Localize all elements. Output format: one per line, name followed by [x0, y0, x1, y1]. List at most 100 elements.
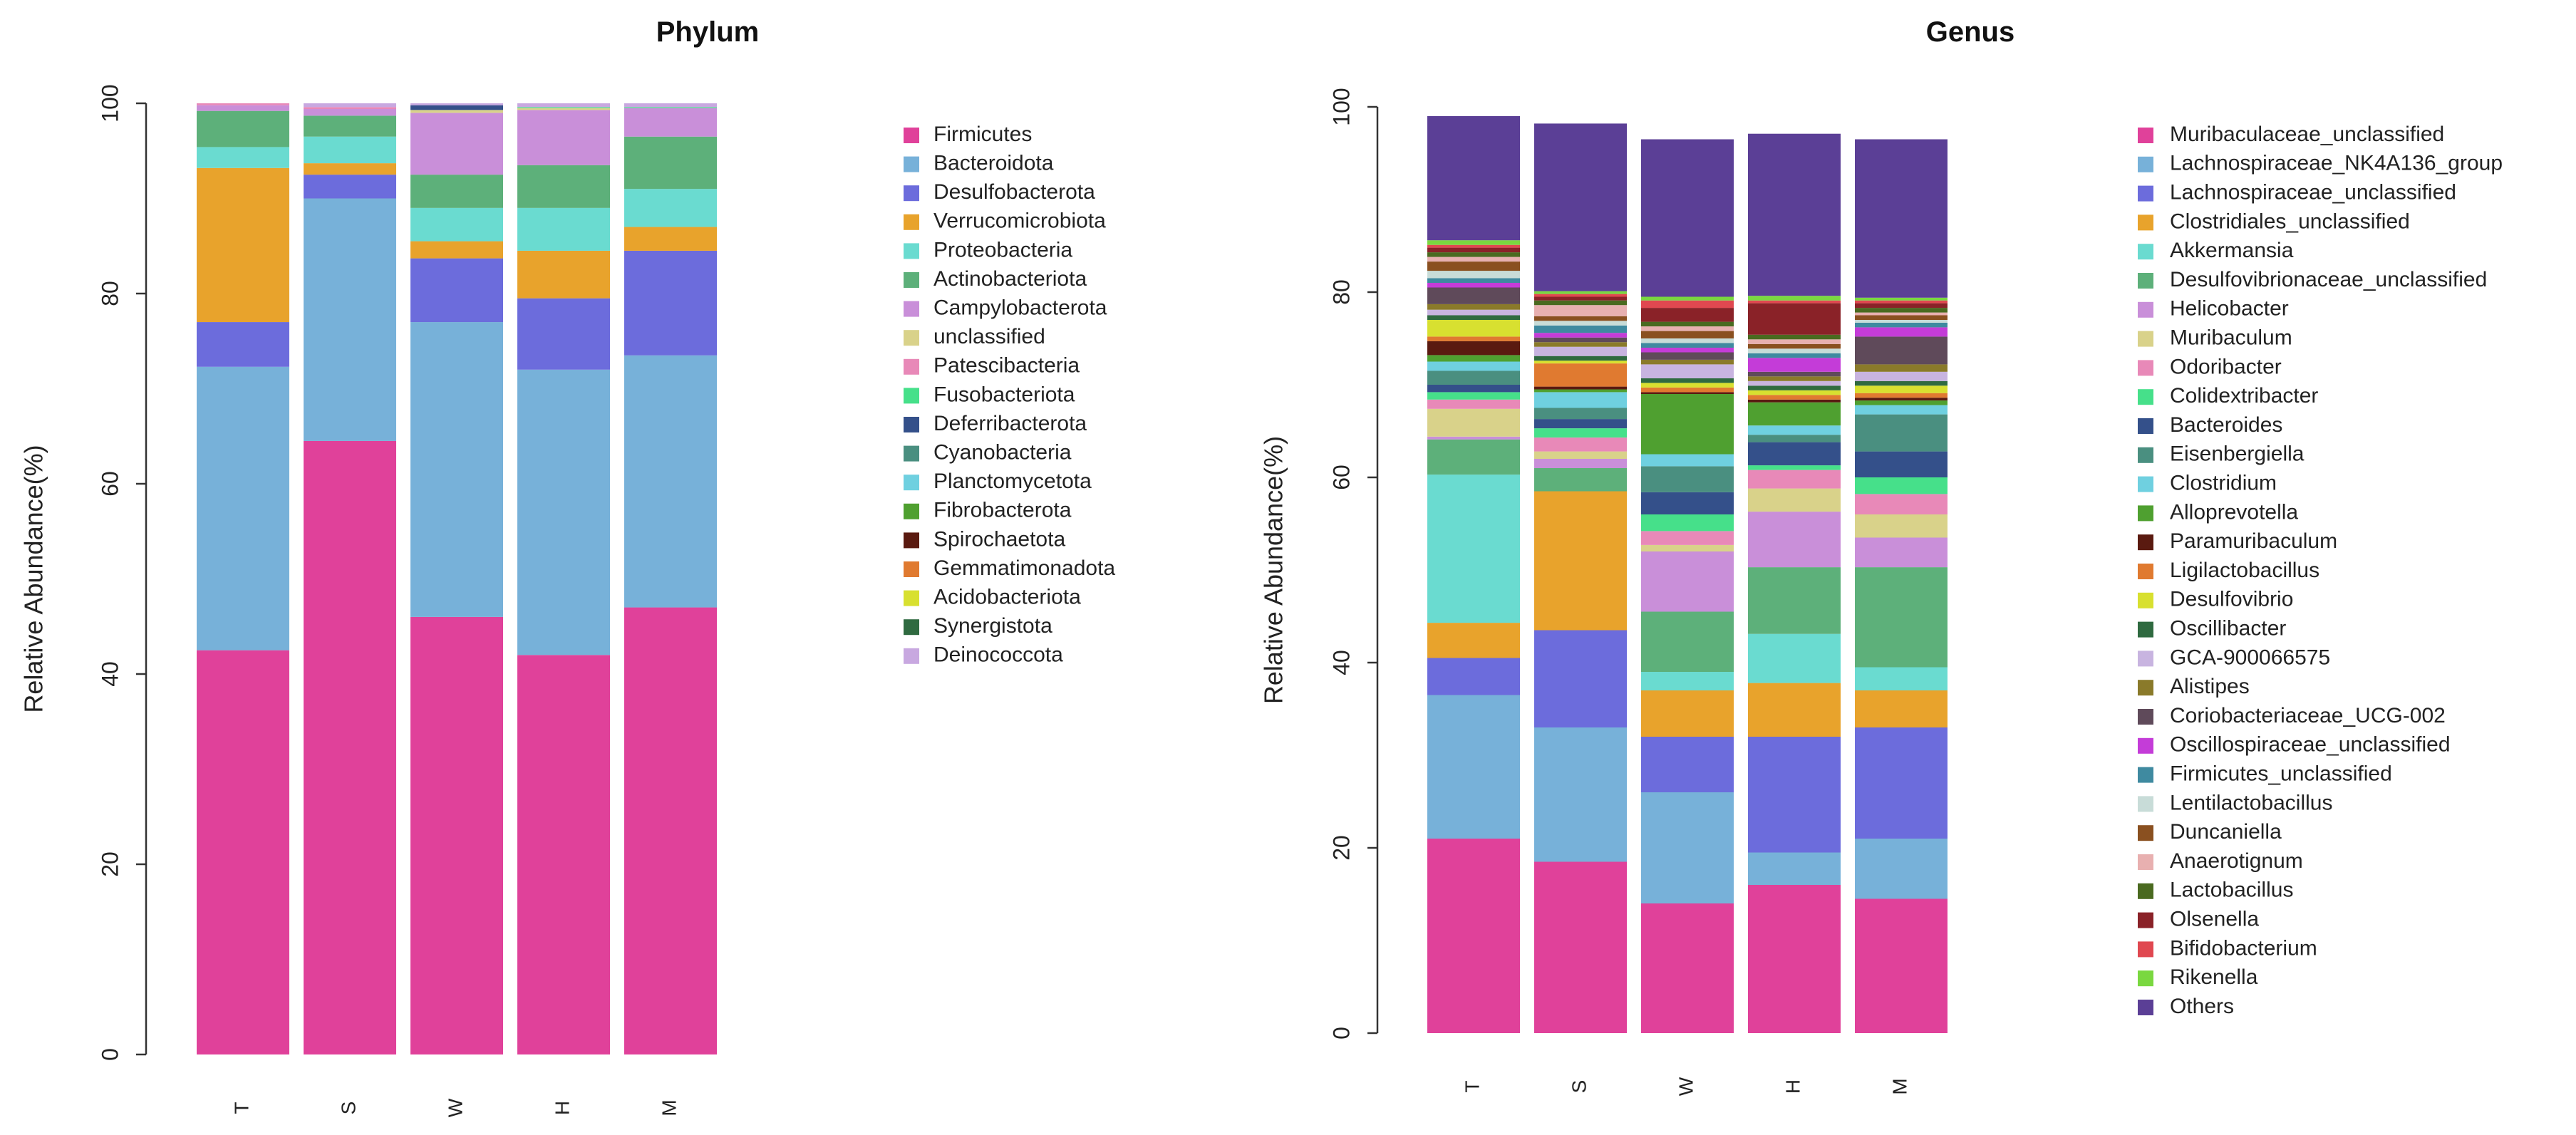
legend-label-genus-paramuribaculum: Paramuribaculum — [2170, 529, 2337, 553]
bar-genus-h-bacteroides — [1748, 442, 1841, 466]
bar-genus-w-helicobacter — [1641, 551, 1734, 612]
bar-phylum-h-verrucomicrobiota — [517, 250, 610, 299]
bar-genus-t-ligilactobacillus — [1427, 336, 1520, 341]
bar-genus-m-duncaniella — [1855, 315, 1947, 320]
y-tick-label-genus-60: 60 — [1328, 465, 1354, 490]
bar-genus-m-clostridium — [1855, 405, 1947, 415]
bar-genus-m-desulfovibrio — [1855, 385, 1947, 393]
bar-genus-m-lachnospiraceae-nk4a136-group — [1855, 839, 1947, 899]
bar-genus-s-desulfovibrionaceae-unclassified — [1534, 468, 1627, 492]
bar-genus-t-bifidobacterium — [1427, 244, 1520, 248]
bar-genus-t-odoribacter — [1427, 399, 1520, 409]
bar-genus-h-alloprevotella — [1748, 402, 1841, 426]
legend-swatch-phylum-synergistota — [904, 619, 919, 636]
legend-label-phylum-campylobacterota: Campylobacterota — [933, 296, 1107, 320]
bar-genus-h-rikenella — [1748, 296, 1841, 301]
legend-swatch-genus-muribaculaceae-unclassified — [2138, 128, 2153, 143]
bar-genus-t-helicobacter — [1427, 436, 1520, 440]
bar-phylum-h-fusobacteriota — [517, 107, 610, 108]
bar-genus-s-gca-900066575 — [1534, 346, 1627, 356]
legend-swatch-phylum-bacteroidota — [904, 156, 919, 172]
bar-genus-w-others — [1641, 139, 1734, 297]
bar-phylum-h-desulfobacterota — [517, 298, 610, 370]
legend-label-genus-muribaculaceae-unclassified: Muribaculaceae_unclassified — [2170, 123, 2444, 146]
bar-genus-t-eisenbergiella — [1427, 370, 1520, 385]
legend-swatch-genus-olsenella — [2138, 912, 2153, 928]
bar-genus-h-lachnospiraceae-unclassified — [1748, 737, 1841, 853]
bar-genus-w-duncaniella — [1641, 331, 1734, 338]
bar-genus-s-anaerotignum — [1534, 305, 1627, 316]
legend-swatch-genus-coriobacteriaceae-ucg-002 — [2138, 709, 2153, 725]
bar-genus-s-clostridiales-unclassified — [1534, 491, 1627, 631]
bar-genus-h-oscillibacter — [1748, 385, 1841, 390]
bar-genus-s-coriobacteriaceae-ucg-002 — [1534, 337, 1627, 343]
bar-genus-w-olsenella — [1641, 308, 1734, 322]
bar-genus-m-odoribacter — [1855, 494, 1947, 514]
bar-phylum-h-bacteroidota — [517, 369, 610, 655]
legend-swatch-genus-oscillibacter — [2138, 621, 2153, 638]
bar-genus-t-lachnospiraceae-unclassified — [1427, 658, 1520, 695]
legend-label-genus-bacteroides: Bacteroides — [2170, 413, 2282, 437]
legend-swatch-genus-lachnospiraceae-nk4a136-group — [2138, 156, 2153, 172]
bar-phylum-h-unclassified — [517, 108, 610, 110]
legend-swatch-genus-others — [2138, 1000, 2153, 1015]
legend-label-genus-coriobacteriaceae-ucg-002: Coriobacteriaceae_UCG-002 — [2170, 704, 2446, 727]
bar-phylum-s-firmicutes — [304, 440, 396, 1054]
x-tick-label-genus-h: H — [1781, 1079, 1804, 1094]
bar-genus-w-anaerotignum — [1641, 326, 1734, 331]
bar-genus-m-lachnospiraceae-unclassified — [1855, 727, 1947, 839]
bar-phylum-s-bacteroidota — [304, 198, 396, 441]
legend-label-genus-clostridium: Clostridium — [2170, 472, 2277, 495]
legend-swatch-genus-colidextribacter — [2138, 389, 2153, 405]
legend-label-genus-oscillibacter: Oscillibacter — [2170, 617, 2286, 641]
bar-genus-h-oscillospiraceae-unclassified — [1748, 358, 1841, 372]
legend-label-genus-helicobacter: Helicobacter — [2170, 297, 2289, 321]
legend-label-phylum-proteobacteria: Proteobacteria — [933, 238, 1072, 261]
bar-genus-h-clostridiales-unclassified — [1748, 683, 1841, 737]
bar-genus-m-helicobacter — [1855, 537, 1947, 568]
bar-genus-t-lachnospiraceae-nk4a136-group — [1427, 695, 1520, 839]
chart-title-phylum: Phylum — [656, 16, 759, 48]
legend-swatch-phylum-campylobacterota — [904, 301, 919, 317]
bar-phylum-w-verrucomicrobiota — [410, 241, 503, 259]
bar-genus-w-bifidobacterium — [1641, 300, 1734, 309]
y-tick-label-phylum-100: 100 — [97, 84, 123, 122]
bar-genus-h-anaerotignum — [1748, 339, 1841, 344]
legend-swatch-genus-muribaculum — [2138, 331, 2153, 347]
bar-genus-h-lachnospiraceae-nk4a136-group — [1748, 852, 1841, 885]
y-tick-label-phylum-0: 0 — [97, 1048, 123, 1061]
bar-genus-s-muribaculaceae-unclassified — [1534, 861, 1627, 1033]
bar-genus-w-firmicutes-unclassified — [1641, 343, 1734, 348]
bar-genus-t-duncaniella — [1427, 261, 1520, 271]
legend-label-genus-colidextribacter: Colidextribacter — [2170, 384, 2318, 408]
legend-swatch-phylum-fibrobacterota — [904, 503, 919, 519]
bar-genus-h-bifidobacterium — [1748, 300, 1841, 304]
legend-label-phylum-spirochaetota: Spirochaetota — [933, 527, 1065, 551]
bar-genus-s-oscillospiraceae-unclassified — [1534, 333, 1627, 338]
legend-swatch-genus-paramuribaculum — [2138, 534, 2153, 551]
bar-genus-w-muribaculaceae-unclassified — [1641, 903, 1734, 1033]
bar-genus-w-lachnospiraceae-nk4a136-group — [1641, 792, 1734, 903]
bar-genus-t-akkermansia — [1427, 475, 1520, 623]
legend-swatch-phylum-firmicutes — [904, 128, 919, 143]
legend-swatch-phylum-deinococcota — [904, 648, 919, 664]
legend-label-genus-lachnospiraceae-unclassified: Lachnospiraceae_unclassified — [2170, 181, 2456, 204]
bar-genus-w-ligilactobacillus — [1641, 387, 1734, 393]
legend-swatch-phylum-planctomycetota — [904, 475, 919, 491]
x-tick-label-genus-t: T — [1461, 1080, 1483, 1092]
bar-phylum-w-desulfobacterota — [410, 258, 503, 323]
bar-genus-t-olsenella — [1427, 247, 1520, 253]
bar-genus-s-olsenella — [1534, 296, 1627, 301]
legend-label-phylum-gemmatimonadota: Gemmatimonadota — [933, 556, 1115, 580]
bar-genus-s-lachnospiraceae-unclassified — [1534, 630, 1627, 727]
legend-label-phylum-desulfobacterota: Desulfobacterota — [933, 180, 1095, 204]
legend-label-phylum-fusobacteriota: Fusobacteriota — [933, 383, 1075, 406]
bar-genus-t-gca-900066575 — [1427, 309, 1520, 316]
bar-genus-h-olsenella — [1748, 303, 1841, 335]
bar-genus-m-muribaculum — [1855, 514, 1947, 538]
legend-label-phylum-deinococcota: Deinococcota — [933, 643, 1063, 667]
legend-swatch-genus-lentilactobacillus — [2138, 796, 2153, 812]
bar-genus-m-alistipes — [1855, 364, 1947, 372]
bar-genus-s-bifidobacterium — [1534, 294, 1627, 297]
